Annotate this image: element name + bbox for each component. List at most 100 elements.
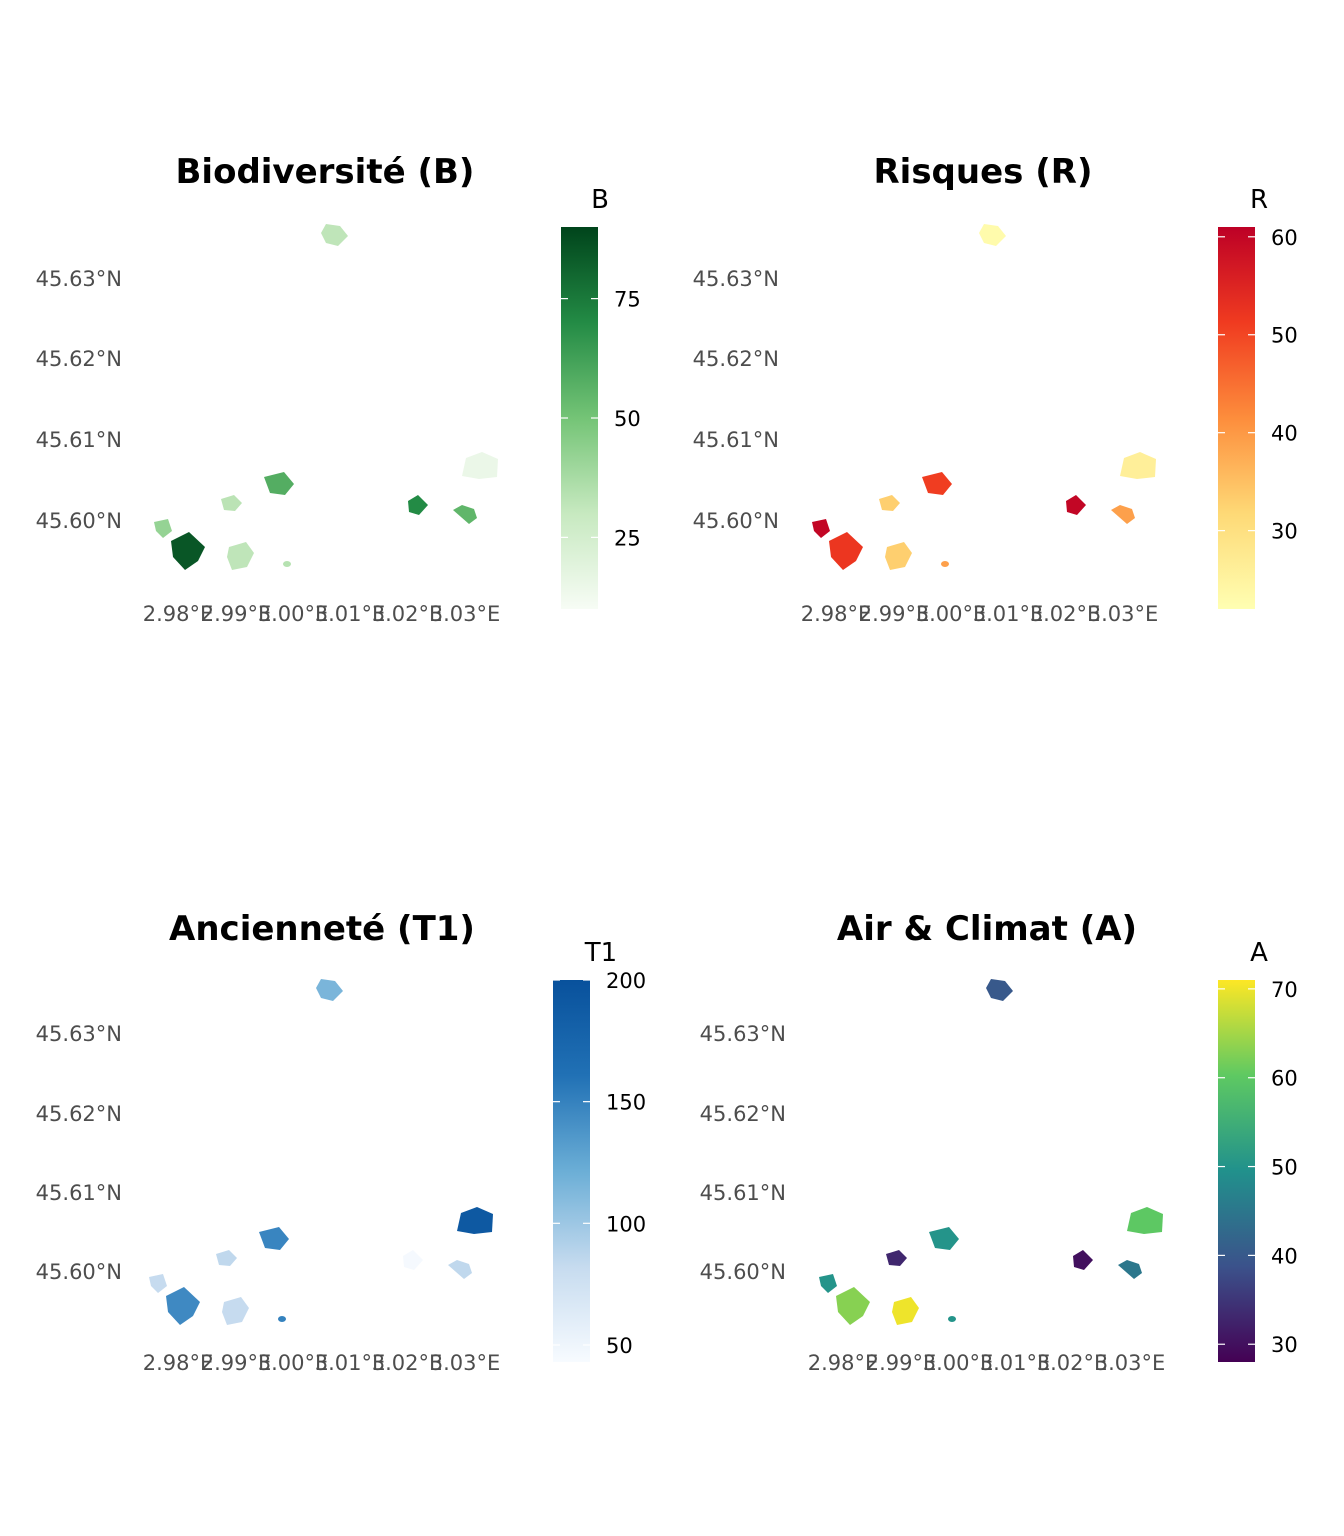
lat-label: 45.60°N — [36, 1260, 122, 1284]
lon-label: 2.98°E — [143, 1351, 214, 1375]
map-polygon[interactable] — [166, 1287, 200, 1325]
legend-tick-label: 60 — [1271, 1067, 1298, 1091]
map-polygon[interactable] — [879, 495, 900, 511]
map-panel-r: Risques (R) 45.63°N 45.62°N 45.61°N 45.60°N 2… — [693, 152, 1298, 626]
map-polygon[interactable] — [948, 1316, 956, 1322]
map-polygon[interactable] — [149, 1274, 167, 1293]
lon-label: 2.99°E — [859, 602, 930, 626]
map-area — [812, 224, 1156, 570]
map-polygon[interactable] — [216, 1250, 237, 1266]
lon-label: 3.03°E — [1088, 602, 1159, 626]
map-polygon[interactable] — [979, 224, 1006, 246]
map-polygon[interactable] — [316, 979, 343, 1001]
map-polygon[interactable] — [457, 1207, 493, 1234]
legend-colorbar — [1218, 227, 1255, 609]
map-area — [154, 224, 498, 570]
lat-label: 45.60°N — [693, 509, 779, 533]
legend-tick-label: 60 — [1271, 226, 1298, 250]
lat-label: 45.62°N — [700, 1102, 786, 1126]
lon-label: 3.02°E — [1030, 602, 1101, 626]
map-polygon[interactable] — [453, 505, 477, 524]
map-polygon[interactable] — [885, 542, 912, 570]
legend: T1 50 100 150 200 — [553, 938, 646, 1362]
lat-label: 45.63°N — [36, 1022, 122, 1046]
map-polygon[interactable] — [1073, 1250, 1093, 1270]
map-panel-b: Biodiversité (B) 45.63°N 45.62°N 45.61°N 45.… — [36, 152, 641, 626]
map-polygon[interactable] — [264, 472, 294, 495]
map-panel-t1: Ancienneté (T1) 45.63°N 45.62°N 45.61°N 45.6… — [36, 909, 646, 1375]
map-polygon[interactable] — [1066, 495, 1086, 515]
legend: R 30 40 50 60 — [1218, 185, 1298, 609]
lon-label: 3.03°E — [1095, 1351, 1166, 1375]
legend: A 30 40 50 60 70 — [1218, 938, 1298, 1362]
legend-title: R — [1250, 185, 1268, 215]
lon-label: 3.00°E — [258, 1351, 329, 1375]
map-polygon[interactable] — [462, 452, 498, 479]
lon-label: 3.03°E — [430, 602, 501, 626]
map-polygon[interactable] — [221, 495, 242, 511]
lon-label: 3.00°E — [923, 1351, 994, 1375]
legend-tick-label: 200 — [606, 969, 646, 993]
lon-label: 2.98°E — [808, 1351, 879, 1375]
map-polygon[interactable] — [1127, 1207, 1163, 1234]
map-polygon[interactable] — [819, 1274, 837, 1293]
map-polygon[interactable] — [886, 1250, 907, 1266]
map-polygon[interactable] — [836, 1287, 870, 1325]
panel-title: Biodiversité (B) — [176, 152, 475, 192]
map-area — [819, 979, 1163, 1325]
legend-title: A — [1250, 938, 1268, 968]
lat-label: 45.61°N — [693, 428, 779, 452]
map-polygon[interactable] — [154, 519, 172, 538]
map-polygon[interactable] — [829, 532, 863, 570]
lon-label: 2.98°E — [143, 602, 214, 626]
lon-label: 3.01°E — [315, 1351, 386, 1375]
map-polygon[interactable] — [408, 495, 428, 515]
map-polygon[interactable] — [321, 224, 348, 246]
legend-tick-label: 75 — [614, 288, 641, 312]
map-polygon[interactable] — [941, 561, 949, 567]
map-polygon[interactable] — [1118, 1260, 1142, 1279]
map-polygon[interactable] — [171, 532, 205, 570]
lon-label: 2.99°E — [201, 1351, 272, 1375]
lat-label: 45.63°N — [693, 267, 779, 291]
legend-colorbar — [1218, 980, 1255, 1362]
map-polygon[interactable] — [259, 1227, 289, 1250]
lon-label: 3.01°E — [315, 602, 386, 626]
lon-label: 3.01°E — [980, 1351, 1051, 1375]
map-polygon[interactable] — [403, 1250, 423, 1270]
map-panel-a: Air & Climat (A) 45.63°N 45.62°N 45.61°N 45.… — [700, 909, 1298, 1375]
lon-label: 2.98°E — [801, 602, 872, 626]
lon-label: 3.02°E — [372, 602, 443, 626]
map-polygon[interactable] — [892, 1297, 919, 1325]
map-polygon[interactable] — [222, 1297, 249, 1325]
legend-tick-label: 40 — [1271, 1244, 1298, 1268]
legend-tick-label: 30 — [1271, 520, 1298, 544]
map-polygon[interactable] — [986, 979, 1013, 1001]
map-polygon[interactable] — [227, 542, 254, 570]
lat-label: 45.60°N — [36, 509, 122, 533]
legend-colorbar — [553, 980, 590, 1362]
lat-label: 45.60°N — [700, 1260, 786, 1284]
lon-label: 2.99°E — [866, 1351, 937, 1375]
map-polygon[interactable] — [929, 1227, 959, 1250]
map-polygon[interactable] — [812, 519, 830, 538]
legend-tick-label: 100 — [606, 1212, 646, 1236]
lat-label: 45.61°N — [36, 1181, 122, 1205]
legend-tick-label: 25 — [614, 526, 641, 550]
map-polygon[interactable] — [1120, 452, 1156, 479]
map-polygon[interactable] — [283, 561, 291, 567]
legend-tick-label: 50 — [614, 407, 641, 431]
panel-title: Air & Climat (A) — [837, 909, 1137, 949]
legend-tick-label: 50 — [606, 1334, 633, 1358]
lat-label: 45.61°N — [36, 428, 122, 452]
map-polygon[interactable] — [922, 472, 952, 495]
lat-label: 45.61°N — [700, 1181, 786, 1205]
lon-label: 2.99°E — [201, 602, 272, 626]
lon-label: 3.00°E — [916, 602, 987, 626]
map-polygon[interactable] — [1111, 505, 1135, 524]
map-polygon[interactable] — [448, 1260, 472, 1279]
lat-label: 45.62°N — [36, 1102, 122, 1126]
map-polygon[interactable] — [278, 1316, 286, 1322]
lon-label: 3.02°E — [1037, 1351, 1108, 1375]
lat-label: 45.63°N — [36, 267, 122, 291]
